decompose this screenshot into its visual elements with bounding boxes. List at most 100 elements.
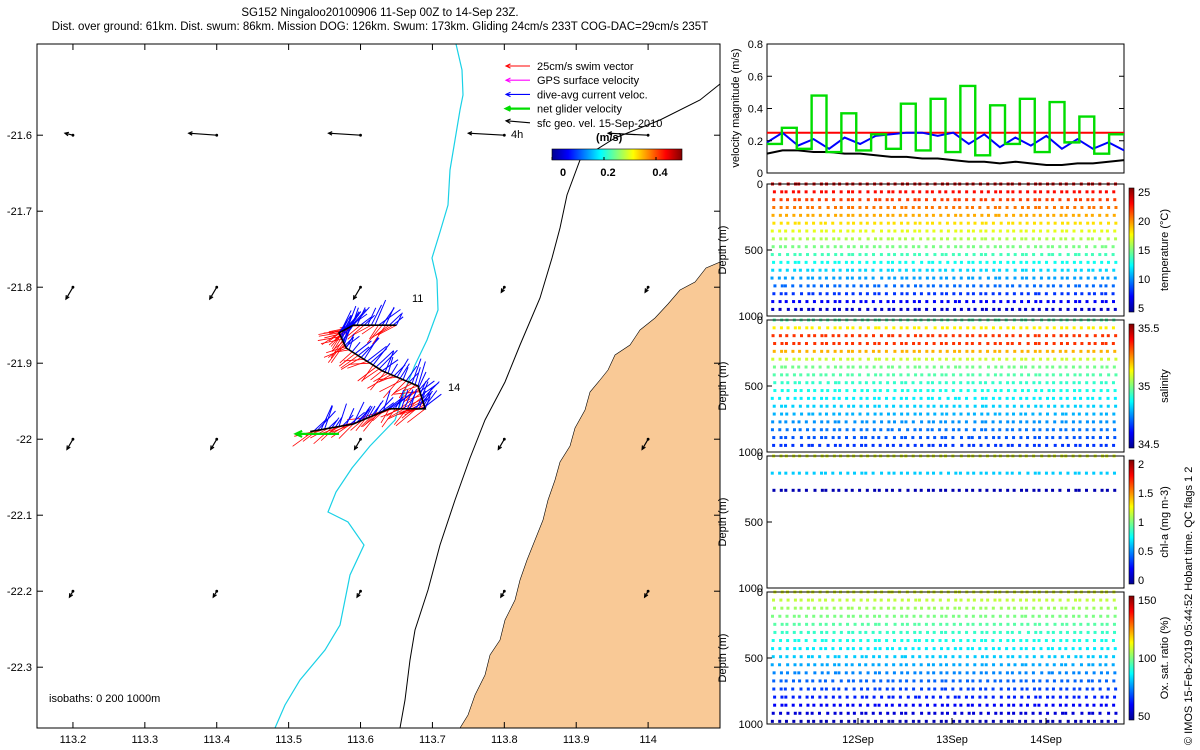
profile-point <box>844 381 848 385</box>
dac-vector <box>419 381 427 394</box>
profile-point <box>1059 334 1063 338</box>
profile-point <box>1025 260 1029 264</box>
profile-point <box>1020 373 1024 377</box>
profile-point <box>1046 711 1050 715</box>
profile-point <box>1071 428 1075 432</box>
profile-point <box>1012 357 1016 361</box>
profile-point <box>797 260 801 264</box>
profile-point <box>1020 206 1024 210</box>
profile-point <box>1114 719 1118 723</box>
profile-point <box>864 663 868 667</box>
profile-point <box>1058 671 1062 675</box>
profile-point <box>1012 404 1016 408</box>
profile-point <box>1020 349 1024 353</box>
profile-point <box>890 647 894 651</box>
profile-point <box>784 404 788 408</box>
profile-point <box>1018 443 1022 447</box>
profile-point <box>890 198 894 202</box>
profile-point <box>973 396 977 400</box>
profile-point <box>798 268 802 272</box>
profile-point <box>779 679 783 683</box>
profile-point <box>967 436 971 440</box>
profile-point <box>772 687 776 691</box>
profile-point <box>1038 396 1042 400</box>
profile-point <box>899 404 903 408</box>
profile-point <box>1059 342 1063 346</box>
profile-point <box>1026 292 1030 296</box>
profile-point <box>845 436 849 440</box>
profile-point <box>1025 428 1029 432</box>
geo-vector-origin <box>646 437 650 441</box>
profile-point <box>865 606 869 610</box>
profile-point <box>1078 357 1082 361</box>
profile-point <box>951 639 955 643</box>
profile-point <box>1078 389 1082 393</box>
profile-point <box>979 292 983 296</box>
profile-point <box>851 253 855 257</box>
profile-point <box>952 276 956 280</box>
profile-point <box>1019 326 1023 330</box>
profile-point <box>913 221 917 225</box>
profile-point <box>845 300 849 304</box>
profile-point <box>832 292 836 296</box>
geo-vector-arrow <box>66 438 74 450</box>
profile-point <box>873 614 877 618</box>
geo-vector-origin <box>215 589 219 593</box>
profile-point <box>1105 436 1109 440</box>
profile-point <box>972 268 976 272</box>
legend-swatch-4 <box>505 120 531 124</box>
profile-point <box>1025 396 1029 400</box>
profile-point <box>890 268 894 272</box>
profile-point <box>1005 307 1009 311</box>
dac-vector <box>397 390 404 409</box>
profile-point <box>940 373 944 377</box>
profile-point <box>779 655 783 659</box>
profile-point <box>978 622 982 626</box>
geo-vector-origin <box>71 133 75 137</box>
profile-point <box>1113 488 1117 492</box>
profile-point <box>1010 342 1014 346</box>
profile-point <box>851 647 855 651</box>
profile-point <box>1018 342 1022 346</box>
profile-point <box>984 326 988 330</box>
profile-point <box>1060 357 1064 361</box>
profile-point <box>1099 221 1103 225</box>
profile-point <box>1026 695 1030 699</box>
swim-vector <box>347 360 368 369</box>
profile-point <box>971 381 975 385</box>
profile-colorbar-tick-label: 0.5 <box>1138 546 1153 558</box>
profile-point <box>1007 365 1011 369</box>
profile-point <box>859 396 863 400</box>
geo-vector-origin <box>215 133 219 137</box>
profile-point <box>850 237 854 241</box>
geo-vector-origin <box>71 285 75 289</box>
swim-vector <box>339 353 356 367</box>
profile-point <box>960 711 964 715</box>
profile-point <box>1091 663 1095 667</box>
profile-point <box>1071 606 1075 610</box>
geo-vector-arrow <box>468 132 505 136</box>
profile-point <box>940 300 944 304</box>
profile-point <box>946 245 950 249</box>
profile-point <box>1037 488 1041 492</box>
profile-point <box>1078 198 1082 202</box>
profile-point <box>780 389 784 393</box>
profile-point <box>1020 292 1024 296</box>
profile-point <box>1086 349 1090 353</box>
profile-point <box>946 703 950 707</box>
surface-geostrophic-vectors <box>63 131 650 599</box>
profile-point <box>939 622 943 626</box>
profile-point <box>979 229 983 233</box>
profile-point <box>1044 292 1048 296</box>
profile-point <box>784 229 788 233</box>
profile-point <box>804 365 808 369</box>
profile-point <box>984 639 988 643</box>
profile-point <box>1020 622 1024 626</box>
profile-point <box>810 655 814 659</box>
profile-point <box>817 711 821 715</box>
profile-point <box>885 396 889 400</box>
dac-vector <box>374 299 387 326</box>
dac-vector <box>367 405 376 418</box>
profile-point <box>1106 237 1110 241</box>
profile-point <box>959 260 963 264</box>
